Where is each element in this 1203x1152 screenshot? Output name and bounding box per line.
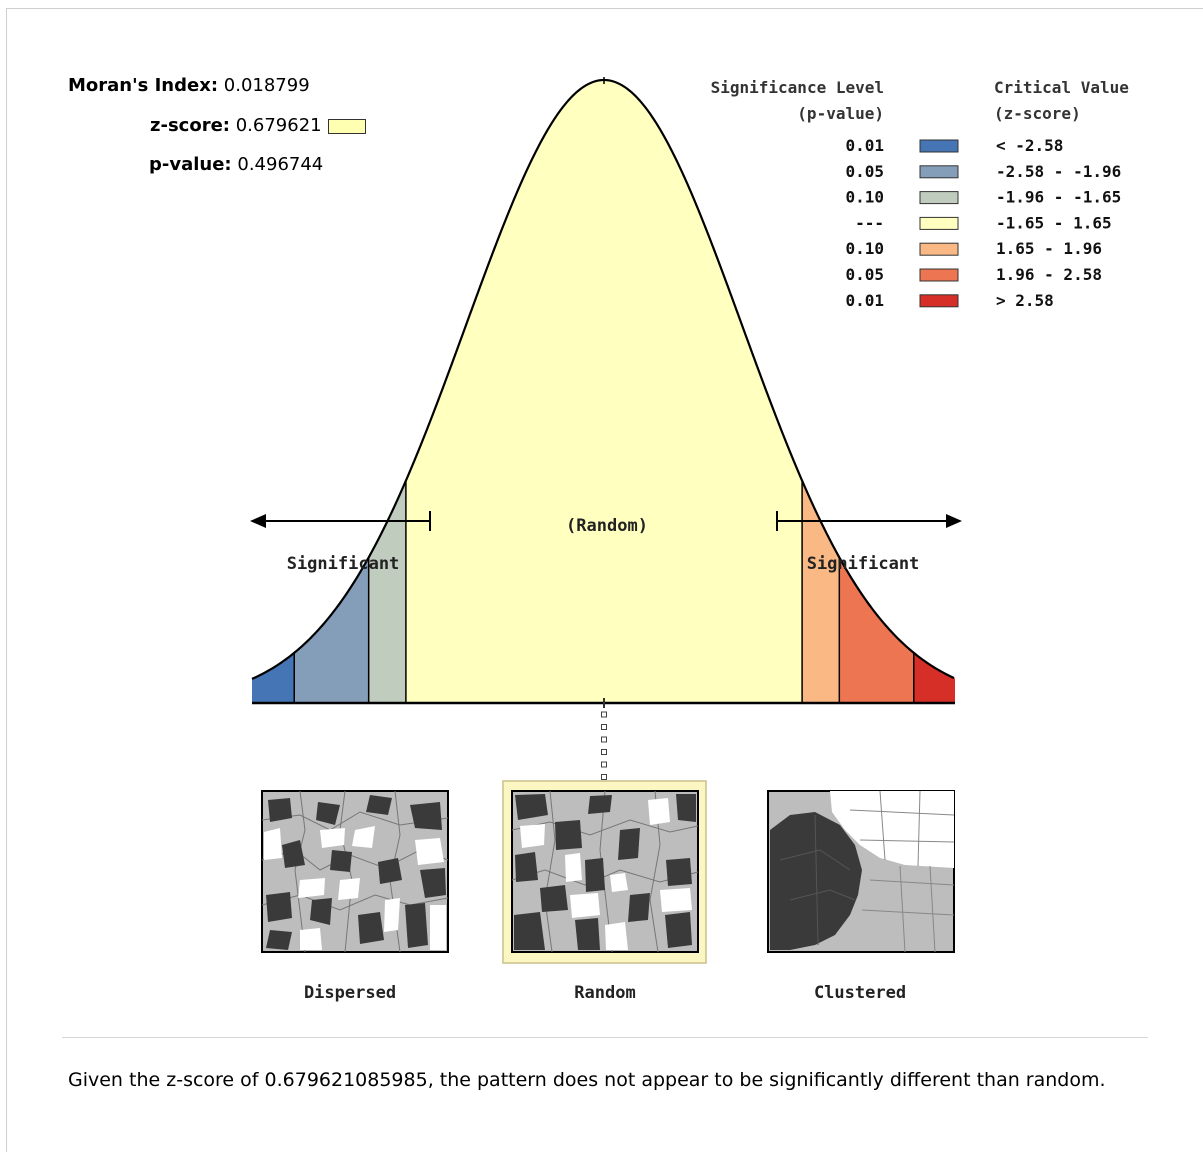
- legend-p-value: 0.01: [845, 291, 884, 310]
- legend-p-value: 0.01: [845, 136, 884, 155]
- critical-header-1: Critical Value: [994, 78, 1129, 97]
- legend-p-value: 0.10: [845, 188, 884, 207]
- legend-z-range: > 2.58: [996, 291, 1054, 310]
- legend-row: 0.10 -1.96 - -1.65: [845, 188, 1121, 207]
- legend-z-range: -2.58 - -1.96: [996, 162, 1121, 181]
- random-label: Random: [574, 983, 635, 1003]
- legend-row: 0.01 < -2.58: [845, 136, 1063, 155]
- legend-rows: 0.01 < -2.58 0.05 -2.58 - -1.96 0.10 -1.96 - …: [845, 136, 1121, 310]
- legend-z-range: 1.96 - 2.58: [996, 265, 1102, 284]
- legend-swatch: [919, 268, 959, 282]
- curve-region-6: [839, 557, 914, 703]
- legend-row: 0.05 -2.58 - -1.96: [845, 162, 1121, 181]
- legend-row: 0.05 1.96 - 2.58: [845, 265, 1102, 284]
- p-value-row: p-value: 0.496744: [149, 154, 323, 175]
- marker-dot: [601, 761, 607, 768]
- conclusion-text: Given the z-score of 0.679621085985, the…: [68, 1069, 1106, 1091]
- marker-dot: [601, 711, 607, 718]
- significance-legend: Significance Level (p-value) Critical Va…: [711, 78, 1129, 310]
- z-score-label: z-score:: [150, 115, 230, 136]
- legend-row: 0.01 > 2.58: [845, 291, 1053, 310]
- z-score-value: 0.679621: [235, 115, 322, 136]
- clustered-label: Clustered: [814, 983, 906, 1003]
- left-significant-arrow: [250, 511, 431, 531]
- morans-index-value: 0.018799: [223, 75, 310, 96]
- right-significant-label: Significant: [807, 554, 920, 574]
- region-divider-lines: [293, 480, 915, 703]
- legend-z-range: -1.65 - 1.65: [996, 213, 1112, 232]
- legend-p-value: 0.05: [845, 265, 884, 284]
- legend-row: 0.10 1.65 - 1.96: [845, 239, 1102, 258]
- legend-swatch: [919, 191, 959, 205]
- dispersed-map: [261, 790, 449, 953]
- legend-z-range: < -2.58: [996, 136, 1063, 155]
- bell-curve-outline: [251, 78, 955, 680]
- curve-region-4: [405, 80, 803, 703]
- marker-dot: [601, 749, 607, 755]
- dispersed-label: Dispersed: [304, 983, 396, 1003]
- legend-z-range: -1.96 - -1.65: [996, 188, 1121, 207]
- legend-p-value: 0.05: [845, 162, 884, 181]
- curve-region-1: [252, 652, 295, 703]
- legend-swatch: [919, 242, 959, 256]
- legend-swatch: [919, 216, 959, 230]
- legend-swatch: [919, 165, 959, 179]
- clustered-map: [767, 790, 955, 953]
- curve-region-2: [294, 557, 369, 703]
- morans-index-row: Moran's Index: 0.018799: [68, 75, 310, 96]
- legend-swatch: [919, 294, 959, 308]
- z-score-marker: [601, 698, 607, 780]
- curve-region-3: [368, 480, 406, 703]
- critical-header-2: (z-score): [994, 104, 1081, 123]
- legend-z-range: 1.65 - 1.96: [996, 239, 1102, 258]
- marker-dot: [601, 736, 607, 743]
- left-significant-label: Significant: [287, 554, 400, 574]
- z-score-row: z-score: 0.679621: [150, 115, 366, 136]
- curve-region-5: [802, 480, 840, 703]
- legend-p-value: ---: [855, 213, 884, 232]
- random-curve-label: (Random): [566, 516, 648, 536]
- curve-regions: [252, 80, 955, 703]
- marker-dot: [601, 724, 607, 730]
- section-divider: [62, 1037, 1148, 1038]
- p-value-label: p-value:: [149, 154, 232, 175]
- morans-index-label: Moran's Index:: [68, 75, 219, 96]
- random-map: [502, 780, 707, 964]
- legend-row: --- -1.65 - 1.65: [855, 213, 1112, 232]
- legend-swatch: [919, 139, 959, 153]
- report-frame: [6, 8, 1203, 1152]
- significance-header-1: Significance Level: [711, 78, 884, 97]
- right-significant-arrow: [776, 511, 962, 531]
- significance-header-2: (p-value): [797, 104, 884, 123]
- marker-dot: [601, 774, 607, 780]
- legend-p-value: 0.10: [845, 239, 884, 258]
- curve-region-7: [913, 652, 955, 703]
- p-value-value: 0.496744: [237, 154, 324, 175]
- z-score-swatch: [327, 118, 366, 134]
